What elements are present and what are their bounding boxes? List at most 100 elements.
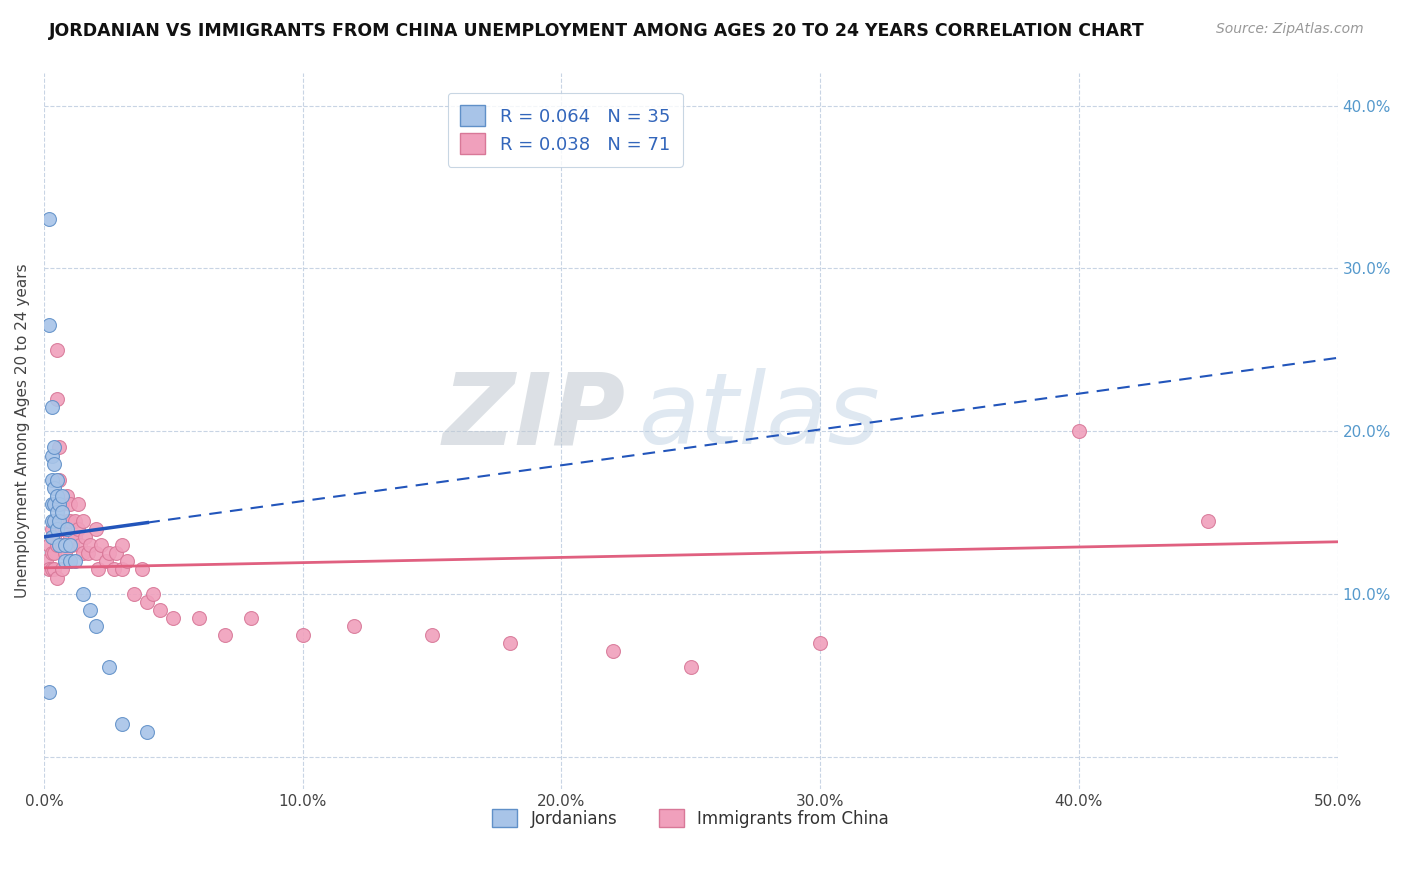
Point — [63, 530, 86, 544]
Point — [45, 538, 67, 552]
Point — [44, 441, 66, 455]
Point — [115, 554, 138, 568]
Point — [51, 538, 73, 552]
Point — [51, 522, 73, 536]
Point — [38, 684, 60, 698]
Point — [75, 530, 97, 544]
Point — [44, 514, 66, 528]
Point — [53, 546, 76, 560]
Point — [188, 611, 211, 625]
Point — [63, 514, 86, 528]
Point — [97, 660, 120, 674]
Point — [41, 473, 63, 487]
Point — [79, 603, 101, 617]
Point — [48, 538, 70, 552]
Text: JORDANIAN VS IMMIGRANTS FROM CHINA UNEMPLOYMENT AMONG AGES 20 TO 24 YEARS CORREL: JORDANIAN VS IMMIGRANTS FROM CHINA UNEMP… — [49, 22, 1144, 40]
Point — [41, 522, 63, 536]
Point — [162, 611, 184, 625]
Point — [808, 636, 831, 650]
Point — [51, 562, 73, 576]
Point — [56, 538, 79, 552]
Point — [51, 497, 73, 511]
Point — [110, 562, 132, 576]
Point — [44, 481, 66, 495]
Point — [53, 522, 76, 536]
Point — [110, 538, 132, 552]
Point — [41, 562, 63, 576]
Point — [44, 457, 66, 471]
Point — [66, 497, 89, 511]
Point — [136, 725, 159, 739]
Point — [63, 554, 86, 568]
Point — [239, 611, 262, 625]
Point — [38, 318, 60, 333]
Point — [48, 514, 70, 528]
Point — [142, 587, 165, 601]
Point — [44, 530, 66, 544]
Text: Source: ZipAtlas.com: Source: ZipAtlas.com — [1216, 22, 1364, 37]
Point — [214, 627, 236, 641]
Point — [38, 562, 60, 576]
Point — [77, 546, 100, 560]
Point — [38, 538, 60, 552]
Point — [149, 603, 172, 617]
Point — [56, 489, 79, 503]
Point — [45, 522, 67, 536]
Point — [72, 587, 94, 601]
Point — [343, 619, 366, 633]
Point — [87, 562, 110, 576]
Point — [72, 546, 94, 560]
Point — [110, 717, 132, 731]
Point — [679, 660, 702, 674]
Point — [44, 497, 66, 511]
Point — [291, 627, 314, 641]
Point — [131, 562, 153, 576]
Point — [84, 546, 107, 560]
Point — [48, 441, 70, 455]
Point — [59, 497, 82, 511]
Point — [44, 514, 66, 528]
Point — [41, 449, 63, 463]
Point — [69, 538, 91, 552]
Point — [59, 514, 82, 528]
Point — [41, 497, 63, 511]
Y-axis label: Unemployment Among Ages 20 to 24 years: Unemployment Among Ages 20 to 24 years — [15, 264, 30, 599]
Point — [59, 538, 82, 552]
Point — [66, 522, 89, 536]
Point — [45, 506, 67, 520]
Point — [59, 530, 82, 544]
Point — [48, 497, 70, 511]
Point — [45, 571, 67, 585]
Text: atlas: atlas — [638, 368, 880, 466]
Point — [44, 546, 66, 560]
Point — [41, 514, 63, 528]
Point — [1067, 424, 1090, 438]
Point — [56, 514, 79, 528]
Point — [41, 546, 63, 560]
Point — [53, 554, 76, 568]
Point — [1197, 514, 1219, 528]
Point — [51, 506, 73, 520]
Point — [84, 619, 107, 633]
Point — [136, 595, 159, 609]
Point — [45, 489, 67, 503]
Point — [44, 562, 66, 576]
Point — [94, 554, 117, 568]
Point — [53, 538, 76, 552]
Point — [59, 554, 82, 568]
Point — [38, 212, 60, 227]
Point — [498, 636, 520, 650]
Point — [48, 497, 70, 511]
Point — [124, 587, 146, 601]
Point — [41, 530, 63, 544]
Point — [45, 522, 67, 536]
Point — [56, 522, 79, 536]
Point — [84, 522, 107, 536]
Point — [41, 400, 63, 414]
Point — [97, 546, 120, 560]
Point — [602, 644, 624, 658]
Point — [105, 546, 128, 560]
Point — [45, 392, 67, 406]
Point — [60, 538, 83, 552]
Point — [90, 538, 112, 552]
